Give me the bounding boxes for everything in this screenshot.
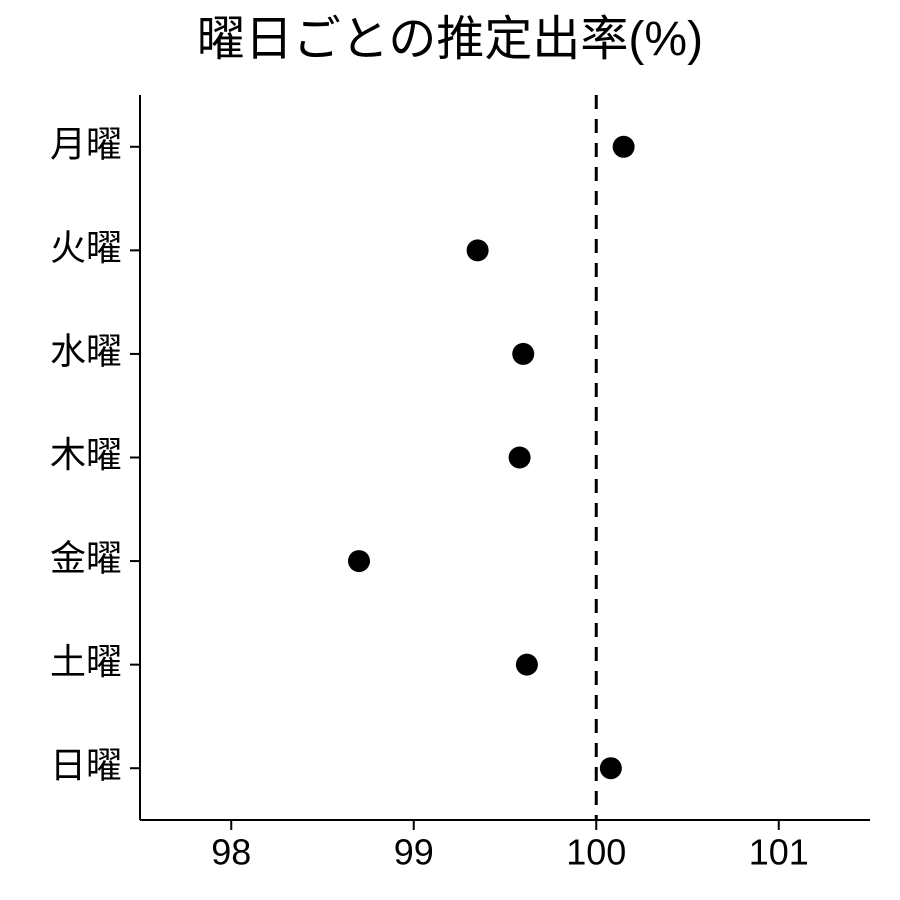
x-tick-label: 100 [566, 831, 626, 872]
x-tick-label: 101 [749, 831, 809, 872]
y-tick-label: 水曜 [50, 330, 122, 371]
chart-container: 曜日ごとの推定出率(%) 98 99 100 101 月曜火曜水曜木曜金曜土曜日曜 [0, 0, 900, 900]
data-point [348, 550, 370, 572]
x-tick-label: 99 [394, 831, 434, 872]
data-point [600, 757, 622, 779]
y-tick-label: 土曜 [50, 641, 122, 682]
y-tick-label: 火曜 [50, 227, 122, 268]
x-tick-label: 98 [211, 831, 251, 872]
chart-title: 曜日ごとの推定出率(%) [197, 13, 703, 66]
y-tick-label: 日曜 [50, 745, 122, 786]
y-tick-label: 木曜 [50, 434, 122, 475]
data-point [613, 136, 635, 158]
data-point [512, 343, 534, 365]
scatter-chart: 曜日ごとの推定出率(%) 98 99 100 101 月曜火曜水曜木曜金曜土曜日曜 [0, 0, 900, 900]
data-point [516, 654, 538, 676]
data-point [467, 239, 489, 261]
y-tick-label: 月曜 [50, 123, 122, 164]
y-tick-label: 金曜 [50, 538, 122, 579]
data-point [509, 447, 531, 469]
